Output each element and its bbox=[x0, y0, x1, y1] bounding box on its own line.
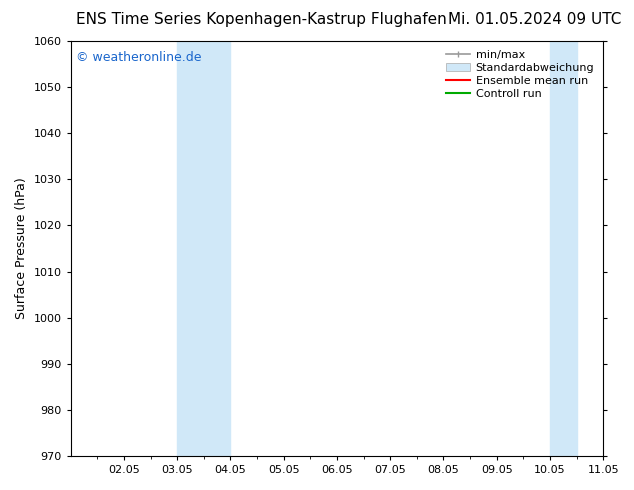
Bar bbox=[178, 41, 230, 456]
Text: Mi. 01.05.2024 09 UTC: Mi. 01.05.2024 09 UTC bbox=[448, 12, 621, 27]
Text: ENS Time Series Kopenhagen-Kastrup Flughafen: ENS Time Series Kopenhagen-Kastrup Flugh… bbox=[76, 12, 447, 27]
Bar bbox=[550, 41, 576, 456]
Y-axis label: Surface Pressure (hPa): Surface Pressure (hPa) bbox=[15, 178, 28, 319]
Legend: min/max, Standardabweichung, Ensemble mean run, Controll run: min/max, Standardabweichung, Ensemble me… bbox=[443, 47, 598, 102]
Text: © weatheronline.de: © weatheronline.de bbox=[76, 51, 202, 64]
